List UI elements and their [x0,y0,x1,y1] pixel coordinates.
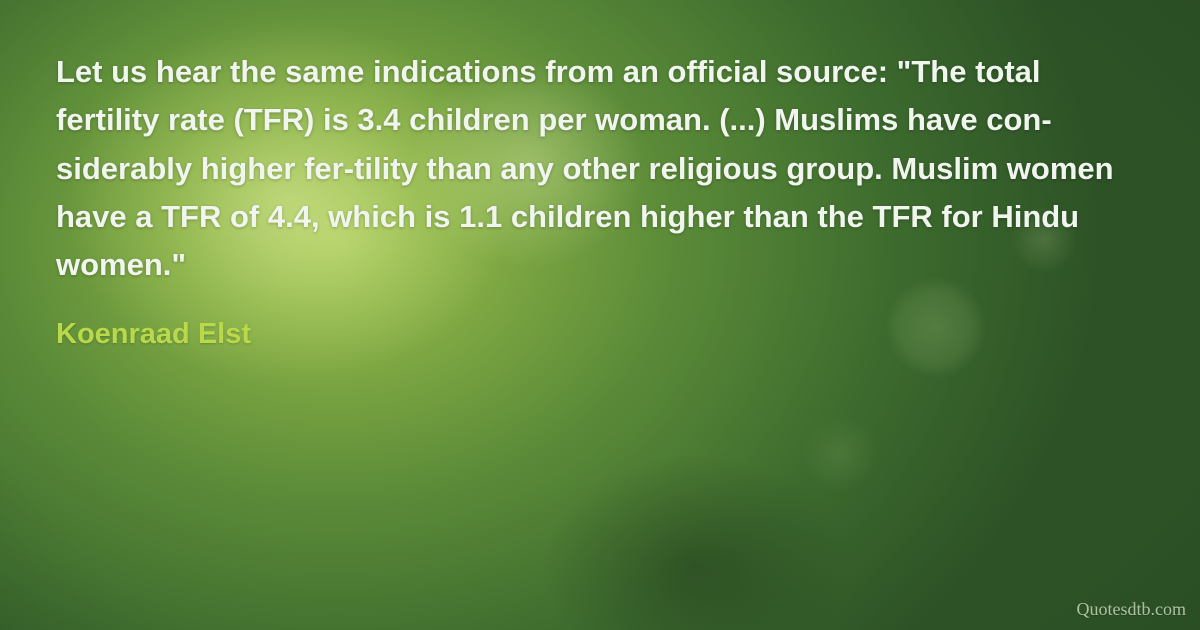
quote-text: Let us hear the same indications from an… [56,48,1144,290]
quote-author: Koenraad Elst [56,318,1144,351]
watermark: Quotesdtb.com [1077,599,1187,620]
quote-card: Let us hear the same indications from an… [0,0,1200,630]
